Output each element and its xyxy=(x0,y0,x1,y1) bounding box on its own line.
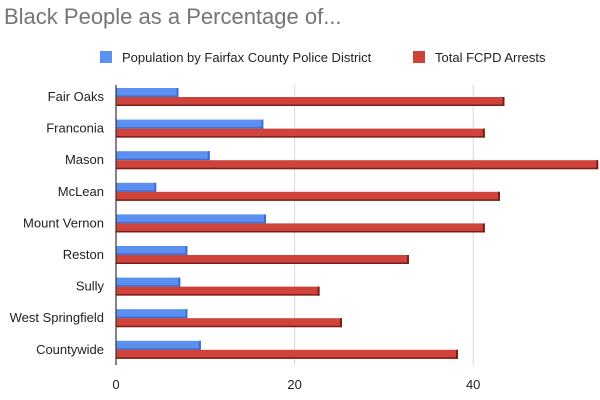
category-label: Mason xyxy=(65,152,104,167)
bar-population-edge xyxy=(185,309,188,319)
category-label: Countywide xyxy=(36,342,104,357)
category-labels: Fair Oaks Franconia Mason McLean Mount Verno… xyxy=(10,89,105,357)
bar-arrests xyxy=(116,318,342,328)
bar-population-shadow xyxy=(116,95,179,97)
category-label: Reston xyxy=(63,247,104,262)
bar-population-shadow xyxy=(116,348,201,350)
bar-population-edge xyxy=(264,214,267,224)
bar-arrests-shadow xyxy=(116,357,459,359)
bar-arrests xyxy=(116,286,320,296)
category-label: West Springfield xyxy=(10,310,104,325)
bar-population-shadow xyxy=(116,316,188,319)
bar-population-edge xyxy=(178,277,181,287)
bar-arrests-edge xyxy=(497,191,500,201)
bar-population-edge xyxy=(154,182,157,192)
legend: Population by Fairfax County Police Dist… xyxy=(100,50,546,65)
bar-arrests-edge xyxy=(482,128,485,138)
bar-population-shadow xyxy=(116,253,188,255)
bar-arrests-shadow xyxy=(116,230,485,233)
bar-arrests xyxy=(116,97,505,106)
bar-arrests-edge xyxy=(406,255,409,264)
bar-population-edge xyxy=(198,340,201,350)
legend-label-arrests: Total FCPD Arrests xyxy=(435,50,546,65)
bar-population xyxy=(116,214,267,224)
chart-title: Black People as a Percentage of... xyxy=(4,4,342,29)
bar-arrests-edge xyxy=(317,286,320,296)
bar-arrests xyxy=(116,255,409,264)
category-label: McLean xyxy=(58,184,104,199)
bar-population-edge xyxy=(261,119,264,129)
category-label: Sully xyxy=(76,279,105,294)
category-label: Mount Vernon xyxy=(23,215,104,230)
category-label: Fair Oaks xyxy=(48,89,105,104)
bar-arrests-edge xyxy=(339,318,342,328)
bar-population xyxy=(116,277,181,287)
bar-population-edge xyxy=(176,88,179,97)
legend-label-population: Population by Fairfax County Police Dist… xyxy=(122,50,372,65)
bar-arrests xyxy=(116,191,500,201)
bar-arrests xyxy=(116,349,459,359)
bar-arrests-edge xyxy=(482,223,485,233)
bar-population-shadow xyxy=(116,285,181,287)
bar-arrests-shadow xyxy=(116,136,485,138)
bars xyxy=(116,88,599,359)
bar-population xyxy=(116,119,264,129)
x-tick-label: 40 xyxy=(466,377,480,392)
bar-population-edge xyxy=(185,246,188,255)
bar-arrests-shadow xyxy=(116,104,505,106)
bar-arrests-shadow xyxy=(116,262,409,264)
bar-population-shadow xyxy=(116,221,267,224)
bar-population xyxy=(116,309,188,319)
bar-population-edge xyxy=(207,151,210,161)
bar-population xyxy=(116,151,210,161)
category-label: Franconia xyxy=(46,121,105,136)
bar-arrests-edge xyxy=(456,349,459,359)
bar-population-shadow xyxy=(116,158,210,161)
x-axis-tick-labels: 0 20 40 xyxy=(112,377,480,392)
bar-arrests xyxy=(116,160,599,170)
bar-arrests xyxy=(116,128,485,138)
bar-population xyxy=(116,340,201,350)
x-tick-label: 20 xyxy=(287,377,301,392)
x-tick-label: 0 xyxy=(112,377,119,392)
bar-arrests-shadow xyxy=(116,199,500,201)
bar-population-shadow xyxy=(116,190,157,192)
bar-arrests-edge xyxy=(502,97,505,106)
bar-arrests-shadow xyxy=(116,294,320,296)
bar-arrests-edge xyxy=(596,160,599,170)
bar-population xyxy=(116,88,179,97)
bar-population xyxy=(116,246,188,255)
legend-swatch-population xyxy=(100,51,112,63)
bar-population xyxy=(116,182,157,192)
bar-arrests-shadow xyxy=(116,167,599,170)
bar-arrests-shadow xyxy=(116,325,342,328)
bar-population-shadow xyxy=(116,127,264,129)
bar-arrests xyxy=(116,223,485,233)
legend-swatch-arrests xyxy=(413,51,425,63)
